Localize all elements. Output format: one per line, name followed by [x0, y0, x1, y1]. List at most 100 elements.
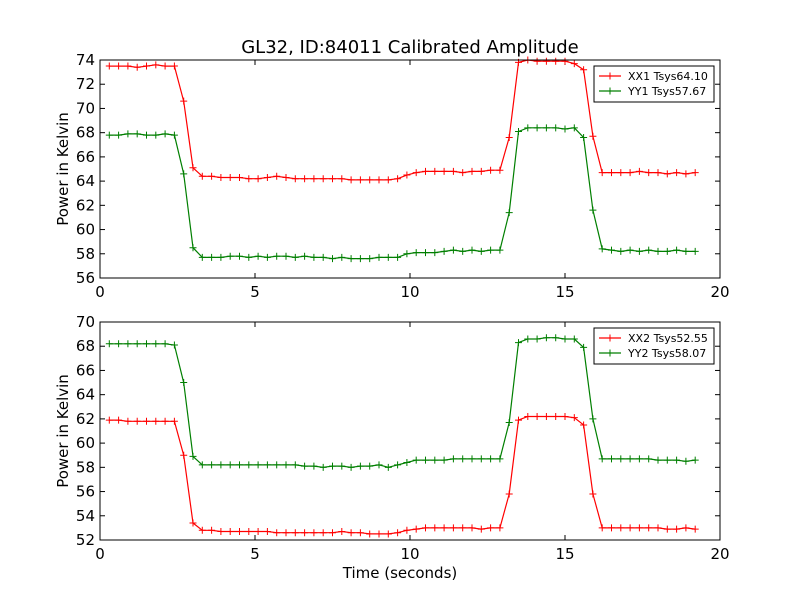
data-point	[626, 524, 634, 532]
data-point	[366, 176, 374, 184]
data-point	[394, 461, 402, 469]
data-point	[273, 172, 281, 180]
data-point	[301, 175, 309, 183]
data-point	[245, 175, 253, 183]
y-tick-label: 60	[76, 434, 95, 452]
data-point	[133, 63, 141, 71]
data-point	[459, 247, 467, 255]
subplot-2: 0 5 10 15 20 52 54 56 58 60 62 64 66 68 70 Power in Kel…	[54, 313, 730, 582]
data-point	[180, 379, 188, 387]
data-point	[412, 249, 420, 257]
data-point	[143, 340, 150, 348]
data-point	[124, 417, 132, 425]
x-tick-label: 5	[250, 283, 260, 301]
y-tick-label: 62	[76, 410, 95, 428]
data-point	[105, 340, 113, 348]
data-point	[580, 421, 588, 429]
data-point	[310, 175, 318, 183]
data-point	[273, 252, 281, 260]
data-point	[226, 528, 234, 536]
data-point	[384, 463, 392, 471]
y-tick-label: 70	[76, 313, 95, 331]
chart-title: GL32, ID:84011 Calibrated Amplitude	[241, 37, 579, 58]
data-point	[403, 526, 411, 534]
data-point	[663, 525, 671, 533]
data-point	[170, 62, 178, 70]
data-point	[691, 247, 699, 255]
data-point	[487, 524, 495, 532]
data-point	[477, 247, 485, 255]
y-tick-label: 70	[76, 99, 95, 117]
data-point	[608, 455, 615, 463]
y-tick-label: 64	[76, 386, 95, 404]
data-point	[487, 246, 495, 254]
data-point	[152, 340, 160, 348]
data-point	[663, 170, 671, 178]
data-point	[133, 130, 141, 138]
x-tick-label: 20	[710, 545, 729, 563]
data-point	[310, 253, 318, 261]
data-point	[422, 456, 429, 464]
data-point	[412, 456, 420, 464]
data-point	[356, 462, 364, 470]
data-point	[161, 417, 169, 425]
data-point	[459, 455, 467, 463]
x-tick-label: 10	[400, 545, 419, 563]
data-point	[533, 412, 541, 420]
data-point	[115, 340, 123, 348]
data-point	[375, 461, 383, 469]
y-tick-label: 72	[76, 75, 95, 93]
data-point	[552, 334, 560, 342]
series-line-yy1	[109, 127, 696, 260]
data-point	[608, 246, 615, 254]
data-point	[422, 524, 429, 532]
data-point	[263, 173, 271, 181]
subplot-1: 0 5 10 15 20 56 58 60 62 64 66 68 70 72 74 Power in Kel…	[54, 51, 730, 301]
data-point	[329, 462, 336, 470]
data-point	[505, 419, 513, 427]
data-point	[301, 529, 309, 537]
data-point	[589, 415, 597, 423]
data-point	[682, 457, 690, 465]
data-point	[217, 253, 225, 261]
data-point	[356, 176, 364, 184]
data-point	[626, 169, 634, 177]
data-point	[589, 206, 597, 214]
data-point	[691, 169, 699, 177]
data-point	[338, 175, 346, 183]
data-point	[673, 246, 681, 254]
data-point	[412, 525, 420, 533]
data-point	[691, 456, 699, 464]
data-point	[449, 167, 457, 175]
data-point	[654, 456, 662, 464]
data-point	[245, 253, 253, 261]
data-point	[282, 529, 290, 537]
data-point	[291, 175, 299, 183]
y-tick-label: 54	[76, 507, 95, 525]
data-point	[226, 461, 234, 469]
y-tick-label: 66	[76, 148, 95, 166]
data-point	[570, 60, 578, 68]
data-point	[170, 341, 178, 349]
data-point	[356, 529, 364, 537]
data-point	[319, 175, 327, 183]
data-point	[236, 528, 243, 536]
data-point	[180, 451, 188, 459]
data-point	[580, 66, 588, 74]
x-tick-label: 5	[250, 545, 260, 563]
data-point	[542, 57, 550, 65]
data-point	[654, 169, 662, 177]
data-point	[449, 455, 457, 463]
plot-frame	[99, 59, 721, 279]
data-point	[189, 519, 197, 527]
legend: XX1 Tsys64.10 YY1 Tsys57.67	[593, 65, 715, 103]
y-tick-label: 58	[76, 245, 95, 263]
data-point	[617, 455, 625, 463]
data-point	[161, 130, 169, 138]
data-point	[440, 524, 448, 532]
data-point	[645, 524, 653, 532]
data-point	[133, 340, 141, 348]
data-point	[329, 529, 336, 537]
data-point	[589, 132, 597, 140]
